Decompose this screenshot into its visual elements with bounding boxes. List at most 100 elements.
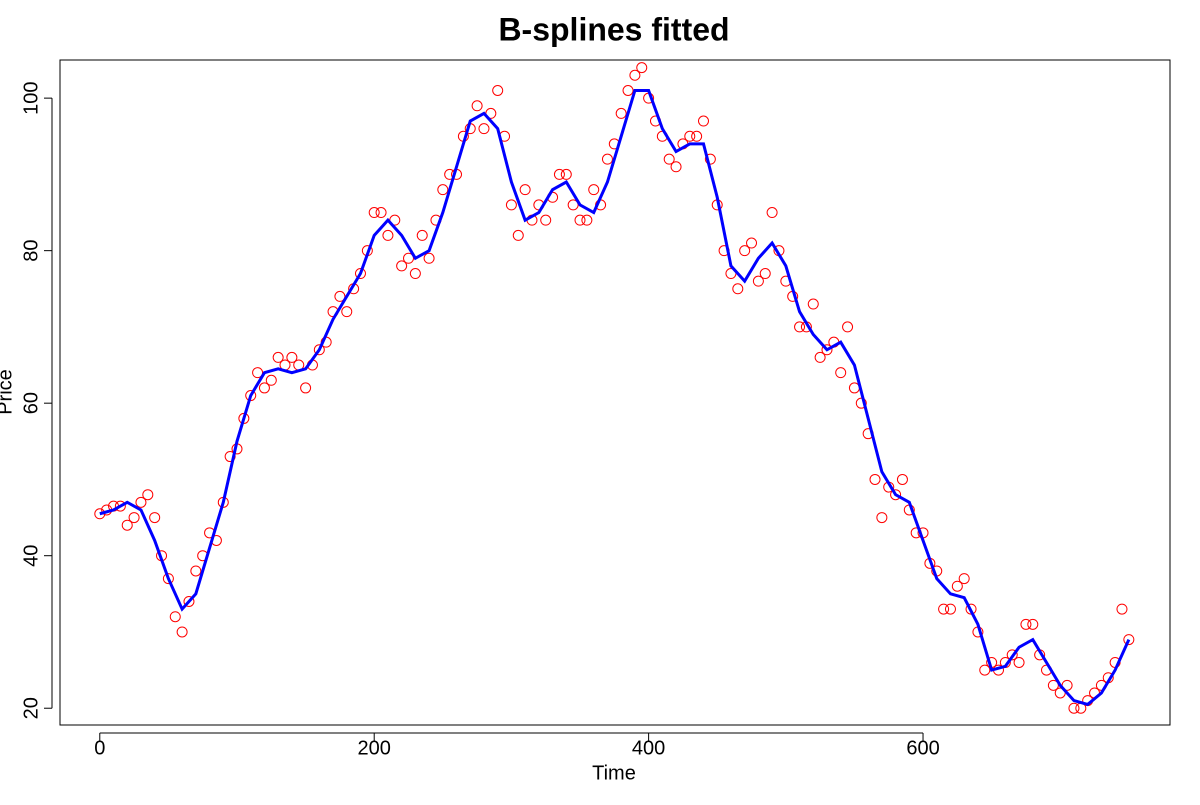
data-point [403, 252, 415, 264]
data-point [176, 626, 188, 638]
data-point [423, 252, 435, 264]
data-point [1123, 634, 1135, 646]
x-axis-label: Time [592, 762, 636, 784]
data-point [135, 496, 147, 508]
data-point [169, 611, 181, 623]
data-point [272, 351, 284, 363]
data-point [190, 565, 202, 577]
data-point [821, 344, 833, 356]
data-point [258, 382, 270, 394]
data-point [437, 184, 449, 196]
data-point [396, 260, 408, 272]
data-point [814, 351, 826, 363]
data-point [1006, 649, 1018, 661]
data-point [581, 214, 593, 226]
fitted-line [99, 89, 1131, 707]
data-point [121, 519, 133, 531]
data-point [1116, 603, 1128, 615]
data-point [567, 199, 579, 211]
data-point [890, 489, 902, 501]
data-point [382, 229, 394, 241]
data-point [341, 306, 353, 318]
data-point [746, 237, 758, 249]
data-point [663, 153, 675, 165]
x-tick-label: 200 [358, 737, 391, 759]
data-point [512, 229, 524, 241]
data-point [807, 298, 819, 310]
data-point [622, 85, 634, 97]
data-point [519, 184, 531, 196]
data-point [1047, 679, 1059, 691]
data-point [354, 268, 366, 280]
data-point [492, 85, 504, 97]
data-point [869, 473, 881, 485]
data-point [478, 123, 490, 135]
data-point [615, 107, 627, 119]
data-point [1027, 618, 1039, 630]
y-tick-label: 100 [20, 81, 42, 114]
data-point [252, 367, 264, 379]
data-point [505, 199, 517, 211]
data-point [1068, 702, 1080, 714]
data-point [896, 473, 908, 485]
data-point [162, 573, 174, 585]
data-point [794, 321, 806, 333]
data-point [540, 214, 552, 226]
data-point [636, 62, 648, 74]
chart-title: B-splines fitted [498, 11, 729, 47]
data-point [224, 451, 236, 463]
data-point [944, 603, 956, 615]
data-point [670, 161, 682, 173]
data-point [313, 344, 325, 356]
data-point [142, 489, 154, 501]
x-tick-label: 400 [632, 737, 665, 759]
data-point [471, 100, 483, 112]
data-point [149, 512, 161, 524]
plot-frame [59, 59, 1171, 726]
y-tick-label: 80 [20, 240, 42, 262]
x-tick-label: 600 [906, 737, 939, 759]
data-point [691, 130, 703, 142]
data-point [951, 580, 963, 592]
y-tick-label: 60 [20, 392, 42, 414]
y-tick-label: 40 [20, 545, 42, 567]
data-point [938, 603, 950, 615]
data-point [300, 382, 312, 394]
data-point [560, 168, 572, 180]
x-tick-label: 0 [94, 737, 105, 759]
data-point [752, 275, 764, 287]
data-point [368, 207, 380, 219]
data-point [766, 207, 778, 219]
data-point [835, 367, 847, 379]
data-point [684, 130, 696, 142]
data-point [842, 321, 854, 333]
data-point [416, 229, 428, 241]
data-point [286, 351, 298, 363]
data-point [732, 283, 744, 295]
data-point [588, 184, 600, 196]
data-point [265, 374, 277, 386]
data-point [979, 664, 991, 676]
data-point [1013, 656, 1025, 668]
data-point [183, 595, 195, 607]
y-tick-label: 20 [20, 697, 42, 719]
data-point [739, 245, 751, 257]
data-point [697, 115, 709, 127]
data-point [553, 168, 565, 180]
data-point [958, 573, 970, 585]
y-axis-label: Price [0, 369, 16, 415]
data-point [114, 500, 126, 512]
data-point [704, 153, 716, 165]
data-point [128, 512, 140, 524]
data-point [876, 512, 888, 524]
data-point [375, 207, 387, 219]
data-point [601, 153, 613, 165]
data-point [1020, 618, 1032, 630]
data-point [629, 69, 641, 81]
data-point [855, 397, 867, 409]
data-point [409, 268, 421, 280]
data-point [574, 214, 586, 226]
data-point [334, 290, 346, 302]
data-point [759, 268, 771, 280]
